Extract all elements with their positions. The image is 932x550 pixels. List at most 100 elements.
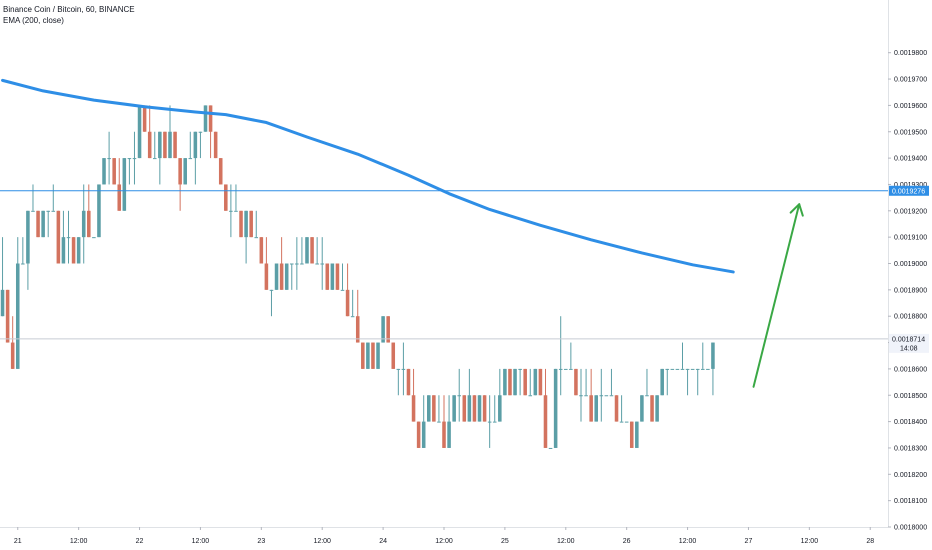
candle-body xyxy=(416,421,421,448)
y-tick-label: 0.0018100 xyxy=(894,498,927,505)
candle-body xyxy=(66,237,71,239)
y-tick-label: 0.0018600 xyxy=(894,366,927,373)
candle-body xyxy=(208,105,213,132)
y-tick-label: 0.0018500 xyxy=(894,393,927,400)
candle-body xyxy=(513,368,517,396)
candle-body xyxy=(401,368,406,370)
candle-body xyxy=(330,263,335,290)
candle-body xyxy=(168,131,172,159)
ema-200-line xyxy=(1,78,735,274)
candle-body xyxy=(274,263,279,290)
candle-body xyxy=(498,395,502,422)
candle-body xyxy=(624,421,629,423)
candle-body xyxy=(289,263,294,265)
candle-body xyxy=(584,395,588,397)
y-tick-label: 0.0019700 xyxy=(894,77,927,84)
candle-body xyxy=(315,263,319,265)
candle-body xyxy=(218,158,223,185)
candle-body xyxy=(178,158,182,185)
candle-body xyxy=(97,184,101,238)
candle-body xyxy=(701,368,705,370)
symbol-title: Binance Coin / Bitcoin, 60, BINANCE xyxy=(3,5,135,14)
candle-body xyxy=(492,421,497,423)
candle-body xyxy=(564,368,568,370)
candle-body xyxy=(508,368,512,396)
candle-body xyxy=(102,158,106,185)
candle-body xyxy=(655,395,659,422)
candle-body xyxy=(635,421,639,448)
candle-body xyxy=(31,210,35,212)
candle-body xyxy=(345,289,350,317)
x-tick-label: 22 xyxy=(136,538,144,545)
candle-body xyxy=(122,158,127,211)
arrow-shaft xyxy=(752,203,801,388)
candle-body xyxy=(589,395,593,422)
candle-body xyxy=(386,316,390,343)
x-tick-label: 12:00 xyxy=(435,538,453,545)
candle-body xyxy=(320,263,324,265)
candle-body xyxy=(5,289,10,343)
candle-body xyxy=(467,395,472,422)
y-tick-label: 0.0019500 xyxy=(894,129,927,136)
candle-body xyxy=(442,421,446,448)
arrow-head xyxy=(789,203,804,217)
candle-body xyxy=(421,421,426,448)
y-tick-label: 0.0019100 xyxy=(894,235,927,242)
y-tick-label: 0.0019200 xyxy=(894,208,927,215)
candle-body xyxy=(203,105,208,132)
candle-body xyxy=(244,210,248,238)
countdown-label: 14:08 xyxy=(900,345,918,352)
candle-body xyxy=(503,368,507,396)
candle-body xyxy=(300,263,304,265)
candle-body xyxy=(325,263,330,290)
current-price-tag xyxy=(889,333,929,353)
candle-body xyxy=(234,210,238,212)
candle-body xyxy=(87,210,91,238)
candle-body xyxy=(533,368,538,396)
y-tick-label: 0.0019300 xyxy=(894,182,927,189)
candle-body xyxy=(117,184,122,211)
x-tick-label: 27 xyxy=(745,538,753,545)
candle-body xyxy=(254,237,259,239)
candle-body xyxy=(690,368,695,370)
candle-body xyxy=(548,447,553,449)
candle-body xyxy=(543,395,548,448)
candle-body xyxy=(538,368,543,396)
candle-body xyxy=(183,158,187,185)
candle-body xyxy=(193,131,198,159)
candle-body xyxy=(711,342,715,369)
candle-body xyxy=(61,237,66,264)
horizontal-line-price-label: 0.0019276 xyxy=(892,188,925,195)
candle-body xyxy=(629,421,634,448)
candle-body xyxy=(396,368,401,370)
candle-body xyxy=(340,289,345,291)
candle-body xyxy=(310,237,314,264)
candle-body xyxy=(376,342,380,369)
candle-body xyxy=(213,131,218,159)
candle-body xyxy=(127,158,132,160)
y-tick-label: 0.0018300 xyxy=(894,445,927,452)
chart-legend: Binance Coin / Bitcoin, 60, BINANCE EMA … xyxy=(3,4,135,26)
x-tick-label: 26 xyxy=(623,538,631,545)
x-tick-label: 23 xyxy=(257,538,265,545)
candle-body xyxy=(71,237,76,264)
candle-body xyxy=(685,368,690,370)
candle-body xyxy=(15,263,20,369)
candle-body xyxy=(0,289,5,317)
candle-body xyxy=(640,395,644,422)
candle-body xyxy=(558,368,563,370)
y-tick-label: 0.0019600 xyxy=(894,103,927,110)
candle-body xyxy=(579,395,583,397)
candle-body xyxy=(361,342,365,369)
candle-body xyxy=(158,131,162,159)
candle-body xyxy=(706,368,710,370)
candle-body xyxy=(198,131,203,133)
x-tick-label: 12:00 xyxy=(70,538,88,545)
candle-body xyxy=(81,210,86,238)
candle-body xyxy=(432,395,436,422)
candle-body xyxy=(305,237,309,264)
candle-body xyxy=(284,263,289,290)
annotation-arrow[interactable] xyxy=(752,203,804,388)
